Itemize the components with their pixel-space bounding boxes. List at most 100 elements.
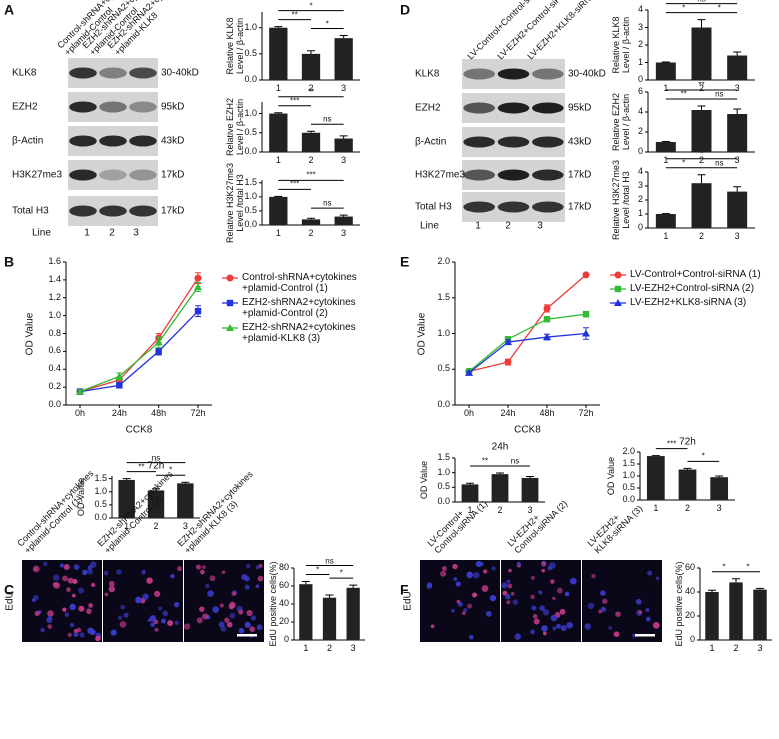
cell: [79, 632, 85, 638]
label: 20: [684, 610, 695, 621]
cell: [461, 611, 466, 616]
cell: [508, 568, 512, 573]
cell: [154, 627, 159, 632]
label: Total H3: [415, 201, 452, 213]
cell: [47, 610, 54, 617]
bar: [461, 484, 479, 502]
bar: [727, 55, 748, 80]
cell: [481, 585, 489, 592]
cell: [530, 594, 535, 600]
label: *: [309, 1, 313, 11]
label: **: [307, 87, 315, 97]
label: OD Value: [606, 456, 617, 496]
bar: [655, 214, 676, 228]
label: **: [698, 80, 705, 90]
cell: [442, 566, 447, 571]
error-bar: [466, 482, 474, 485]
label: 1: [275, 83, 281, 94]
label: 1.6: [48, 256, 61, 267]
label: 3: [341, 83, 347, 94]
cell: [231, 591, 237, 597]
error-bar: [732, 578, 740, 583]
panel-letter: D: [400, 1, 411, 18]
marker: [614, 285, 622, 293]
cell: [147, 618, 152, 623]
error-bar: [325, 594, 334, 598]
label: 72h: [190, 408, 206, 419]
bar: [655, 142, 676, 152]
cell: [455, 581, 461, 587]
bar: [691, 27, 712, 80]
cell: [43, 561, 48, 566]
cell: [108, 580, 115, 587]
bar: [177, 483, 194, 518]
cell: [238, 627, 245, 634]
label: 17kD: [568, 201, 592, 213]
cell: [90, 582, 96, 588]
label: 72h: [147, 460, 165, 472]
label: Relative H3K27me3 Level /total H3: [225, 162, 245, 243]
cell: [238, 609, 244, 615]
cell: [550, 614, 558, 622]
bar: [301, 132, 321, 152]
marker: [226, 274, 234, 282]
label: 1.5: [437, 291, 450, 302]
label: 2: [637, 39, 643, 50]
label: 0.0: [244, 146, 257, 157]
label: 0: [637, 222, 643, 233]
label: *: [682, 3, 686, 13]
cell: [89, 629, 96, 636]
label: 1: [637, 208, 643, 219]
blot-band: [99, 169, 127, 181]
cell: [485, 610, 492, 617]
bar: [691, 110, 712, 152]
error-bar: [496, 472, 504, 475]
cell: [209, 575, 216, 582]
label: ***: [666, 439, 677, 449]
label: **: [138, 462, 145, 472]
label: EdU: [4, 591, 16, 611]
label: 0.5: [437, 363, 450, 374]
cell: [466, 571, 474, 579]
cell: [40, 627, 45, 633]
label: 1: [303, 643, 309, 654]
error-bar: [661, 61, 670, 63]
panel-letter: C: [4, 581, 15, 598]
cell: [120, 604, 125, 610]
cell: [632, 633, 636, 638]
cell: [257, 575, 264, 582]
cell: [430, 624, 435, 629]
label: 0.5: [244, 204, 257, 215]
blot-band: [463, 102, 495, 114]
cell: [615, 611, 621, 617]
cell: [82, 569, 88, 575]
label: 3: [757, 643, 763, 654]
cell: [104, 592, 109, 597]
cell: [207, 590, 214, 597]
cell: [635, 598, 642, 605]
label: 1.0: [48, 309, 61, 320]
label: LV-EZH2+KLK8-siRNA (3): [630, 297, 747, 308]
label: 1: [475, 220, 481, 232]
blot-band: [99, 205, 127, 217]
label: 0.0: [437, 399, 450, 410]
cell: [141, 570, 146, 575]
series-line: [468, 313, 587, 372]
error-bar: [122, 478, 131, 480]
cell: [119, 621, 127, 628]
cell: [559, 608, 566, 615]
cell: [78, 605, 85, 612]
label: ns: [510, 456, 520, 466]
cell: [174, 620, 179, 625]
label: 2: [308, 83, 314, 94]
blot-band: [463, 201, 495, 213]
cell: [95, 635, 101, 642]
cell: [224, 617, 230, 623]
label: 43kD: [161, 135, 185, 147]
label: *: [722, 562, 726, 572]
cell: [226, 621, 233, 628]
label: 0h: [74, 408, 86, 419]
bar: [269, 113, 288, 152]
cell: [505, 593, 511, 600]
cell: [560, 625, 567, 632]
